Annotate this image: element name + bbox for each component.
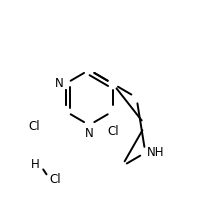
Text: Cl: Cl	[107, 125, 119, 138]
Text: N: N	[55, 77, 64, 90]
Text: N: N	[85, 127, 94, 140]
Text: Cl: Cl	[50, 173, 61, 186]
Text: Cl: Cl	[28, 120, 40, 133]
Text: NH: NH	[147, 146, 165, 159]
Text: H: H	[31, 158, 40, 171]
